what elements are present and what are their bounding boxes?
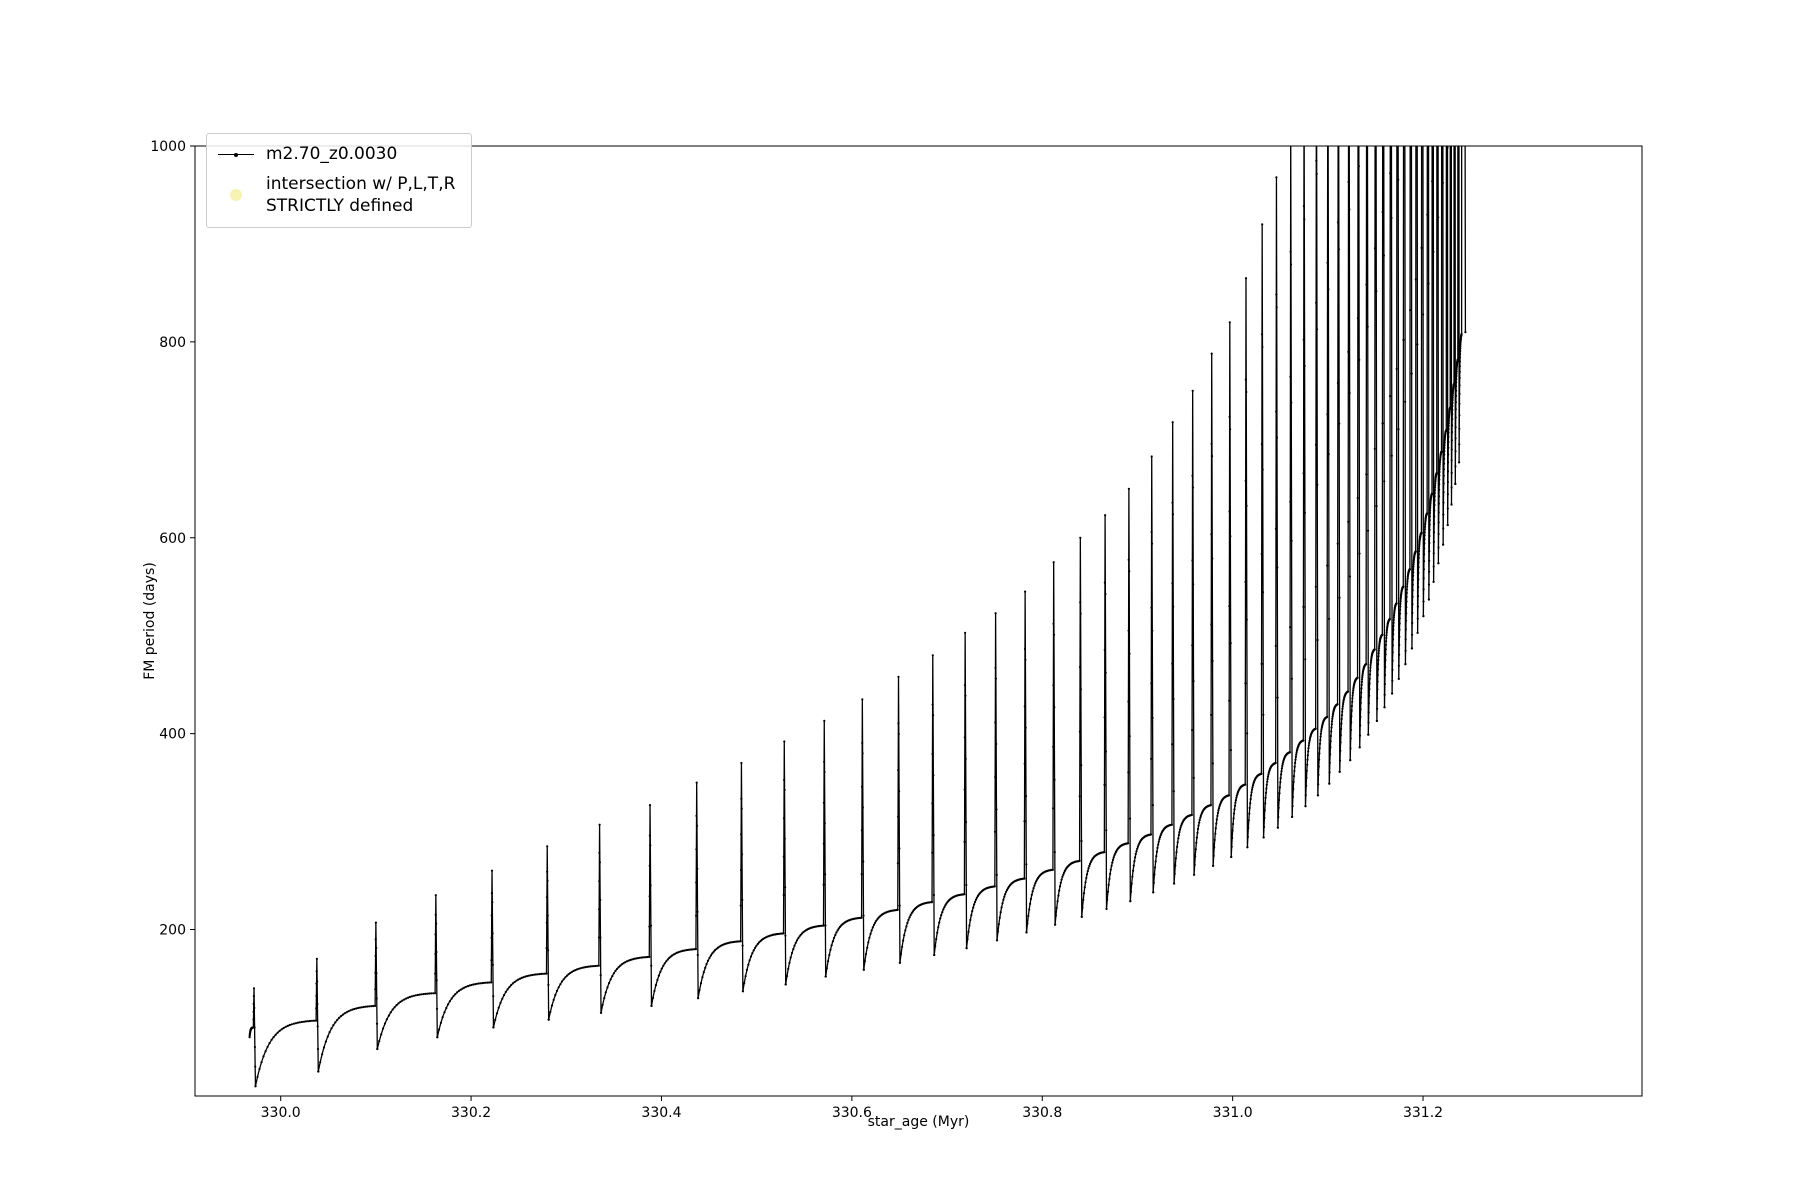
- x-tick-label: 330.8: [1022, 1105, 1062, 1121]
- x-axis-label: star_age (Myr): [867, 1114, 970, 1130]
- y-tick-label: 400: [159, 727, 186, 743]
- legend-intersection-label: intersection w/ P,L,T,R STRICTLY defined: [266, 174, 456, 217]
- x-tick-label: 331.2: [1403, 1105, 1443, 1121]
- x-tick-label: 330.4: [641, 1105, 681, 1121]
- legend-series-label: m2.70_z0.0030: [266, 144, 398, 164]
- y-axis-label: FM period (days): [142, 562, 158, 680]
- x-tick-label: 330.2: [451, 1105, 491, 1121]
- plot-frame: [194, 145, 1643, 1097]
- y-tick-label: 200: [159, 923, 186, 939]
- x-tick-label: 330.6: [832, 1105, 872, 1121]
- y-tick-label: 1000: [150, 139, 186, 155]
- data-series: [248, 146, 1467, 1088]
- data-point-markers: [248, 146, 1467, 1088]
- x-tick-label: 330.0: [261, 1105, 301, 1121]
- legend-item-intersection: intersection w/ P,L,T,R STRICTLY defined: [218, 173, 455, 217]
- dot-on-line-icon: [234, 152, 238, 157]
- legend: m2.70_z0.0030 intersection w/ P,L,T,R ST…: [206, 133, 473, 229]
- intersection-dot-marker-icon: [230, 189, 242, 202]
- y-tick-label: 800: [159, 335, 186, 351]
- y-tick-label: 600: [159, 531, 186, 547]
- line-marker-icon: [218, 152, 254, 157]
- legend-item-series: m2.70_z0.0030: [218, 143, 455, 165]
- x-tick-label: 331.0: [1213, 1105, 1253, 1121]
